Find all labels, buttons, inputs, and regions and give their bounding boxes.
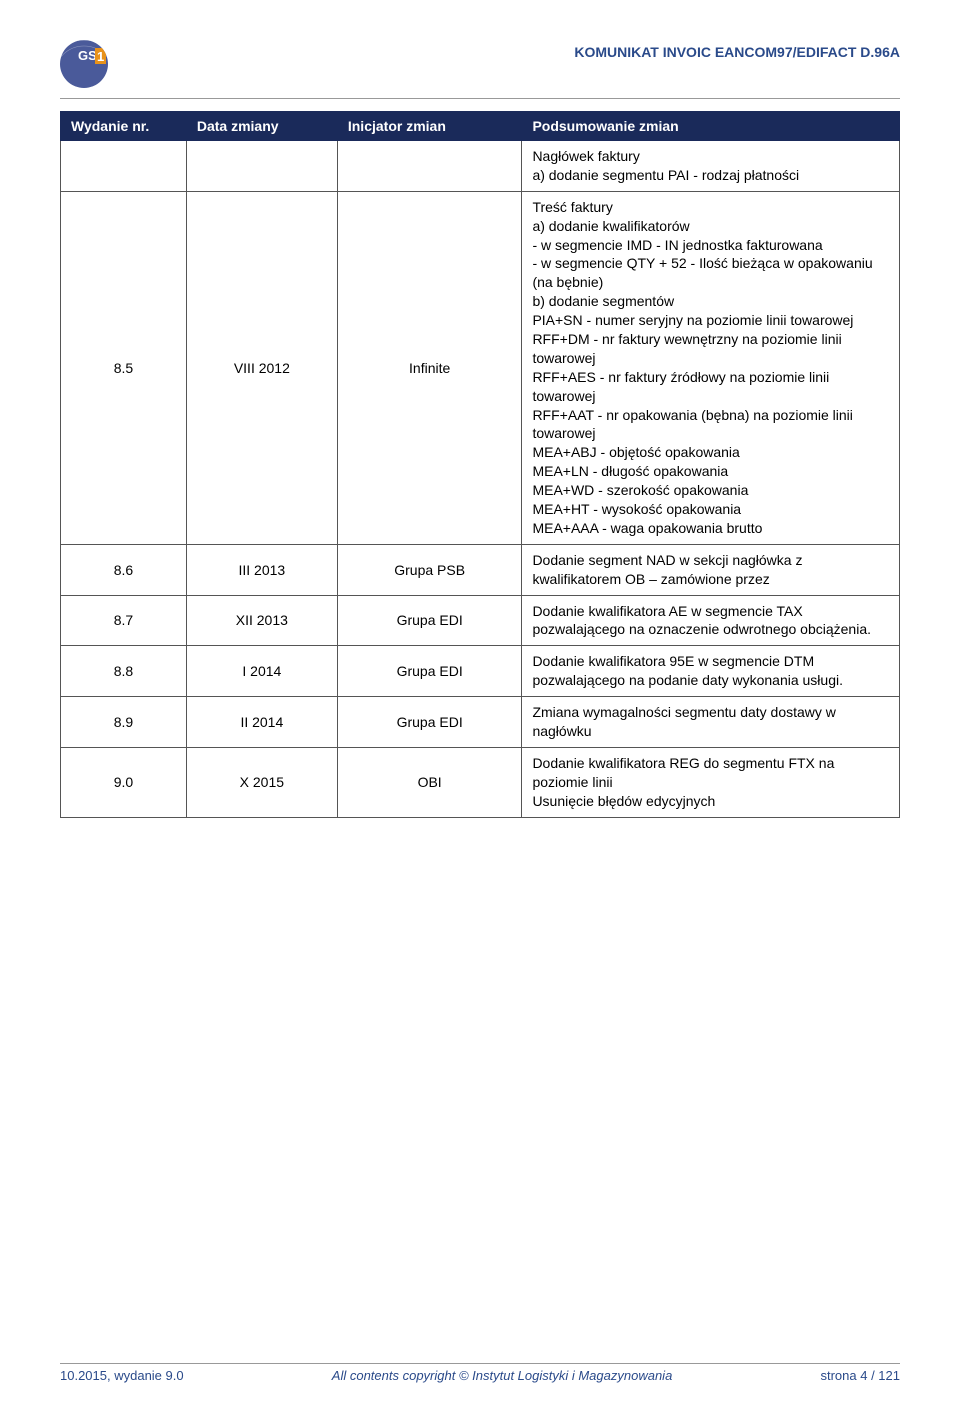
summary-line: MEA+WD - szerokość opakowania — [532, 481, 889, 500]
cell-nr: 8.6 — [61, 544, 187, 595]
cell-initiator: Grupa PSB — [337, 544, 522, 595]
col-header-nr: Wydanie nr. — [61, 112, 187, 141]
table-row: 8.5VIII 2012InfiniteTreść fakturya) doda… — [61, 191, 900, 544]
cell-summary: Dodanie segment NAD w sekcji nagłówka z … — [522, 544, 900, 595]
cell-summary: Dodanie kwalifikatora REG do segmentu FT… — [522, 747, 900, 817]
footer-left: 10.2015, wydanie 9.0 — [60, 1368, 184, 1383]
cell-summary: Nagłówek fakturya) dodanie segmentu PAI … — [522, 141, 900, 192]
cell-summary: Zmiana wymagalności segmentu daty dostaw… — [522, 697, 900, 748]
table-row: 8.8I 2014Grupa EDI Dodanie kwalifikatora … — [61, 646, 900, 697]
cell-date: XII 2013 — [186, 595, 337, 646]
cell-nr: 8.8 — [61, 646, 187, 697]
header-divider — [60, 98, 900, 99]
page-footer: 10.2015, wydanie 9.0 All contents copyri… — [60, 1363, 900, 1383]
table-row: 8.9II 2014Grupa EDI Zmiana wymagalności s… — [61, 697, 900, 748]
cell-summary: Treść fakturya) dodanie kwalifikatorów- … — [522, 191, 900, 544]
cell-date: X 2015 — [186, 747, 337, 817]
summary-line: Usunięcie błędów edycyjnych — [532, 792, 889, 811]
summary-line: MEA+AAA - waga opakowania brutto — [532, 519, 889, 538]
summary-line: - w segmencie IMD - IN jednostka fakturo… — [532, 236, 889, 255]
changes-table: Wydanie nr. Data zmiany Inicjator zmian … — [60, 111, 900, 818]
summary-line: Dodanie kwalifikatora REG do segmentu FT… — [532, 754, 889, 792]
cell-date: III 2013 — [186, 544, 337, 595]
table-row: 8.6III 2013Grupa PSB Dodanie segment NAD … — [61, 544, 900, 595]
cell-date: I 2014 — [186, 646, 337, 697]
gs1-logo: GS 1 — [60, 40, 108, 88]
cell-summary: Dodanie kwalifikatora 95E w segmencie DT… — [522, 646, 900, 697]
table-row: 9.0X 2015OBI Dodanie kwalifikatora REG do… — [61, 747, 900, 817]
cell-nr — [61, 141, 187, 192]
summary-line: Treść faktury — [532, 198, 889, 217]
header-row: GS 1 KOMUNIKAT INVOIC EANCOM97/EDIFACT D… — [60, 40, 900, 88]
summary-line: b) dodanie segmentów — [532, 292, 889, 311]
cell-nr: 8.7 — [61, 595, 187, 646]
cell-date — [186, 141, 337, 192]
cell-initiator: Grupa EDI — [337, 646, 522, 697]
cell-date: II 2014 — [186, 697, 337, 748]
col-header-summary: Podsumowanie zmian — [522, 112, 900, 141]
cell-nr: 9.0 — [61, 747, 187, 817]
summary-line: a) dodanie segmentu PAI - rodzaj płatnoś… — [532, 166, 889, 185]
cell-date: VIII 2012 — [186, 191, 337, 544]
summary-line: Zmiana wymagalności segmentu daty dostaw… — [532, 703, 889, 741]
summary-line: - w segmencie QTY + 52 - Ilość bieżąca w… — [532, 254, 889, 292]
cell-nr: 8.9 — [61, 697, 187, 748]
page-content: GS 1 KOMUNIKAT INVOIC EANCOM97/EDIFACT D… — [0, 0, 960, 818]
cell-initiator: Grupa EDI — [337, 697, 522, 748]
summary-line: Dodanie kwalifikatora AE w segmencie TAX… — [532, 602, 889, 640]
cell-initiator: Grupa EDI — [337, 595, 522, 646]
summary-line: a) dodanie kwalifikatorów — [532, 217, 889, 236]
footer-divider — [60, 1363, 900, 1364]
document-title: KOMUNIKAT INVOIC EANCOM97/EDIFACT D.96A — [574, 40, 900, 60]
summary-line: MEA+HT - wysokość opakowania — [532, 500, 889, 519]
footer-center: All contents copyright © Instytut Logist… — [332, 1368, 673, 1383]
col-header-initiator: Inicjator zmian — [337, 112, 522, 141]
cell-initiator: OBI — [337, 747, 522, 817]
summary-line: PIA+SN - numer seryjny na poziomie linii… — [532, 311, 889, 330]
summary-line: MEA+ABJ - objętość opakowania — [532, 443, 889, 462]
cell-summary: Dodanie kwalifikatora AE w segmencie TAX… — [522, 595, 900, 646]
footer-right: strona 4 / 121 — [820, 1368, 900, 1383]
summary-line: RFF+DM - nr faktury wewnętrzny na poziom… — [532, 330, 889, 368]
summary-line: Dodanie kwalifikatora 95E w segmencie DT… — [532, 652, 889, 690]
summary-line: RFF+AES - nr faktury źródłowy na poziomi… — [532, 368, 889, 406]
summary-line: RFF+AAT - nr opakowania (bębna) na pozio… — [532, 406, 889, 444]
table-row: Nagłówek fakturya) dodanie segmentu PAI … — [61, 141, 900, 192]
cell-initiator: Infinite — [337, 191, 522, 544]
cell-nr: 8.5 — [61, 191, 187, 544]
table-header-row: Wydanie nr. Data zmiany Inicjator zmian … — [61, 112, 900, 141]
svg-text:1: 1 — [97, 49, 104, 64]
summary-line: Dodanie segment NAD w sekcji nagłówka z … — [532, 551, 889, 589]
col-header-date: Data zmiany — [186, 112, 337, 141]
table-row: 8.7XII 2013Grupa EDI Dodanie kwalifikator… — [61, 595, 900, 646]
summary-line: MEA+LN - długość opakowania — [532, 462, 889, 481]
svg-text:GS: GS — [78, 48, 97, 63]
summary-line: Nagłówek faktury — [532, 147, 889, 166]
footer-row: 10.2015, wydanie 9.0 All contents copyri… — [60, 1368, 900, 1383]
cell-initiator — [337, 141, 522, 192]
